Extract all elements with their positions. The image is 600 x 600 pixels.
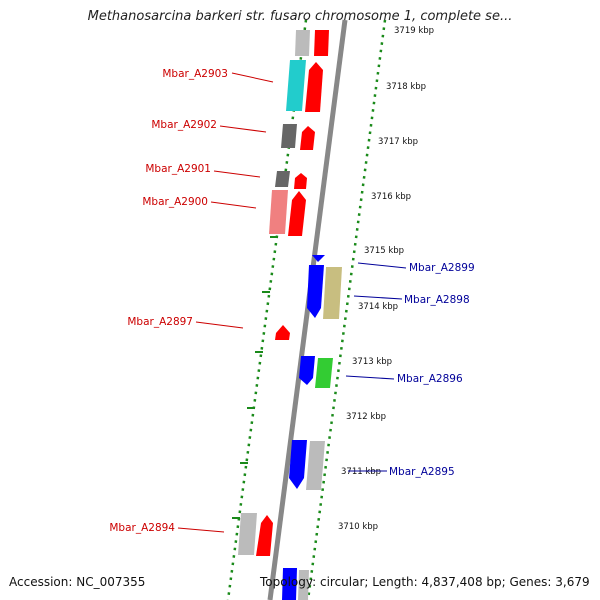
map-title: Methanosarcina barkeri str. fusaro chrom… <box>87 9 513 24</box>
gene-grey <box>295 30 310 56</box>
gene-blue-reverse <box>307 265 324 318</box>
gene-blue-reverse <box>299 356 315 385</box>
gene-features <box>238 30 342 600</box>
gene-darkgrey <box>275 171 290 187</box>
gene-pink <box>269 190 288 234</box>
gene-label[interactable]: Mbar_A2898 <box>404 294 470 306</box>
gene-blue-reverse <box>289 440 307 489</box>
gene-red-forward <box>294 173 307 189</box>
tick-label-3712: 3712 kbp <box>346 412 386 422</box>
tick-label-3715: 3715 kbp <box>364 246 404 256</box>
gene-label[interactable]: Mbar_A2899 <box>409 262 475 274</box>
label-connectors <box>177 72 407 533</box>
gene-label[interactable]: Mbar_A2901 <box>145 163 211 175</box>
tick-label-3711: 3711 kbp <box>341 467 381 477</box>
gene-red-forward <box>288 191 306 236</box>
tick-label-3714: 3714 kbp <box>358 302 398 312</box>
tick-label-3719: 3719 kbp <box>394 26 434 36</box>
gene-label[interactable]: Mbar_A2896 <box>397 373 463 385</box>
gene-red-forward <box>300 126 315 150</box>
outer-right-dotted-track <box>306 19 387 600</box>
gene-red-forward <box>314 30 329 56</box>
gene-blue-reverse <box>312 255 325 262</box>
tick-label-3717: 3717 kbp <box>378 137 418 147</box>
gene-grey <box>298 570 309 600</box>
gene-red-forward <box>275 325 290 340</box>
tick-label-3713: 3713 kbp <box>352 357 392 367</box>
tick-label-3716: 3716 kbp <box>371 192 411 202</box>
gene-label[interactable]: Mbar_A2897 <box>127 316 193 328</box>
gene-grey <box>238 513 257 555</box>
gene-red-forward <box>305 62 323 112</box>
gene-label[interactable]: Mbar_A2894 <box>109 522 175 534</box>
tick-label-3718: 3718 kbp <box>386 82 426 92</box>
backbone-line <box>267 19 348 600</box>
accession-text: Accession: NC_007355 <box>9 575 146 589</box>
gene-blue-reverse <box>282 568 297 600</box>
gene-red-forward <box>256 515 273 556</box>
gene-cyan <box>286 60 306 111</box>
outer-left-dotted-track <box>226 19 308 600</box>
gene-darkgrey <box>281 124 297 148</box>
gene-label[interactable]: Mbar_A2903 <box>162 68 228 80</box>
topology-stats-text: Topology: circular; Length: 4,837,408 bp… <box>260 575 590 589</box>
tick-label-3710: 3710 kbp <box>338 522 378 532</box>
gene-khaki <box>323 267 342 319</box>
gene-label[interactable]: Mbar_A2895 <box>389 466 455 478</box>
gene-label[interactable]: Mbar_A2902 <box>151 119 217 131</box>
gene-green <box>315 358 333 388</box>
gene-label[interactable]: Mbar_A2900 <box>142 196 208 208</box>
gene-grey <box>306 441 325 490</box>
